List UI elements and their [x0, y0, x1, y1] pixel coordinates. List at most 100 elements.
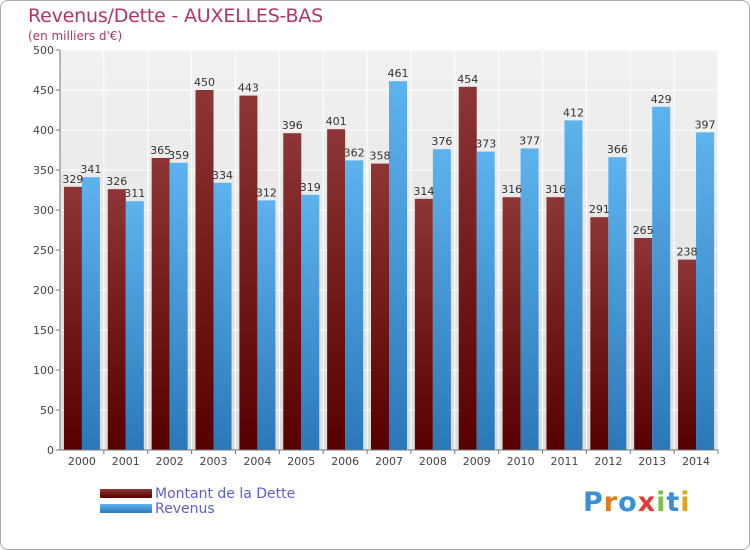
data-label-dette: 443 — [238, 82, 259, 95]
data-label-revenus: 461 — [388, 67, 409, 80]
bar-dette — [634, 238, 653, 450]
y-tick-label: 450 — [33, 84, 54, 97]
legend-swatch-revenus — [100, 504, 152, 513]
bar-revenus — [476, 151, 495, 450]
bar-dette — [414, 198, 433, 450]
logo-letter: o — [618, 487, 638, 518]
bar-revenus — [81, 177, 100, 450]
x-tick-label: 2006 — [331, 455, 359, 468]
data-label-revenus: 373 — [475, 138, 496, 151]
data-label-dette: 454 — [457, 73, 478, 86]
bar-dette — [195, 90, 214, 450]
logo-letter: r — [603, 487, 619, 518]
bar-revenus — [301, 194, 320, 450]
data-label-dette: 238 — [677, 246, 698, 259]
chart-subtitle: (en milliers d'€) — [28, 29, 123, 43]
legend-swatch-dette — [100, 489, 152, 498]
proxiti-logo: Proxiti — [583, 487, 691, 518]
x-tick-label: 2005 — [287, 455, 315, 468]
bar-revenus — [169, 162, 188, 451]
y-tick-label: 150 — [33, 324, 54, 337]
x-tick-label: 2002 — [156, 455, 184, 468]
y-tick-label: 500 — [33, 44, 54, 57]
bar-dette — [546, 197, 565, 450]
logo-letter: i — [656, 487, 667, 518]
data-label-revenus: 341 — [80, 163, 101, 176]
data-label-revenus: 359 — [168, 149, 189, 162]
x-tick-label: 2013 — [638, 455, 666, 468]
data-label-revenus: 377 — [519, 134, 540, 147]
data-label-dette: 450 — [194, 76, 215, 89]
data-label-revenus: 412 — [563, 106, 584, 119]
bar-revenus — [696, 132, 715, 450]
bar-revenus — [389, 81, 407, 450]
x-tick-label: 2009 — [463, 455, 491, 468]
bar-dette — [107, 189, 126, 450]
data-label-revenus: 397 — [695, 118, 716, 131]
y-tick-label: 0 — [47, 444, 54, 457]
logo-letter: i — [680, 487, 691, 518]
bar-revenus — [520, 148, 539, 450]
bar-revenus — [213, 182, 232, 451]
y-tick-label: 250 — [33, 244, 54, 257]
y-tick-label: 350 — [33, 164, 54, 177]
data-label-dette: 329 — [62, 173, 83, 186]
bar-dette — [239, 95, 258, 450]
data-label-revenus: 429 — [651, 93, 672, 106]
data-label-revenus: 334 — [212, 169, 233, 182]
bar-revenus — [564, 120, 583, 451]
x-tick-label: 2003 — [200, 455, 228, 468]
bar-dette — [502, 197, 521, 450]
bar-revenus — [257, 200, 276, 450]
data-label-dette: 365 — [150, 144, 171, 157]
data-label-dette: 401 — [326, 115, 347, 128]
data-label-dette: 291 — [589, 203, 610, 216]
data-label-revenus: 376 — [431, 135, 452, 148]
bar-revenus — [432, 149, 451, 450]
bar-dette — [327, 129, 346, 450]
bar-dette — [458, 86, 477, 451]
bar-revenus — [345, 160, 364, 450]
bar-revenus — [608, 157, 627, 450]
chart-title: Revenus/Dette - AUXELLES-BAS — [28, 5, 324, 27]
bar-dette — [151, 158, 170, 450]
x-tick-label: 2012 — [594, 455, 622, 468]
logo-letter: t — [666, 487, 681, 518]
data-label-revenus: 311 — [124, 187, 145, 200]
x-tick-label: 2011 — [550, 455, 578, 468]
data-label-revenus: 366 — [607, 143, 628, 156]
data-label-dette: 265 — [633, 224, 654, 237]
x-tick-label: 2000 — [68, 455, 96, 468]
x-tick-label: 2014 — [682, 455, 710, 468]
x-tick-label: 2007 — [375, 455, 403, 468]
data-label-dette: 314 — [413, 185, 434, 198]
data-label-dette: 326 — [106, 175, 127, 188]
y-tick-label: 400 — [33, 124, 54, 137]
data-label-revenus: 362 — [344, 146, 365, 159]
y-tick-label: 200 — [33, 284, 54, 297]
data-label-dette: 358 — [370, 150, 391, 163]
x-tick-label: 2001 — [112, 455, 140, 468]
bar-dette — [678, 259, 697, 450]
bar-dette — [371, 163, 389, 450]
bar-revenus — [125, 201, 144, 450]
logo-letter: P — [583, 487, 604, 518]
bar-dette — [283, 133, 302, 450]
y-tick-label: 300 — [33, 204, 54, 217]
x-tick-label: 2010 — [507, 455, 535, 468]
data-label-revenus: 319 — [300, 181, 321, 194]
bar-revenus — [652, 106, 671, 451]
bar-dette — [63, 186, 82, 451]
data-label-dette: 396 — [282, 119, 303, 132]
legend-label-dette: Montant de la Dette — [155, 486, 296, 502]
x-tick-label: 2008 — [419, 455, 447, 468]
data-label-revenus: 312 — [256, 186, 277, 199]
bar-dette — [590, 217, 609, 450]
data-label-dette: 316 — [545, 183, 566, 196]
x-tick-label: 2004 — [243, 455, 271, 468]
y-tick-label: 100 — [33, 364, 54, 377]
data-label-dette: 316 — [501, 183, 522, 196]
y-tick-label: 50 — [40, 404, 54, 417]
logo-letter: x — [637, 487, 657, 518]
